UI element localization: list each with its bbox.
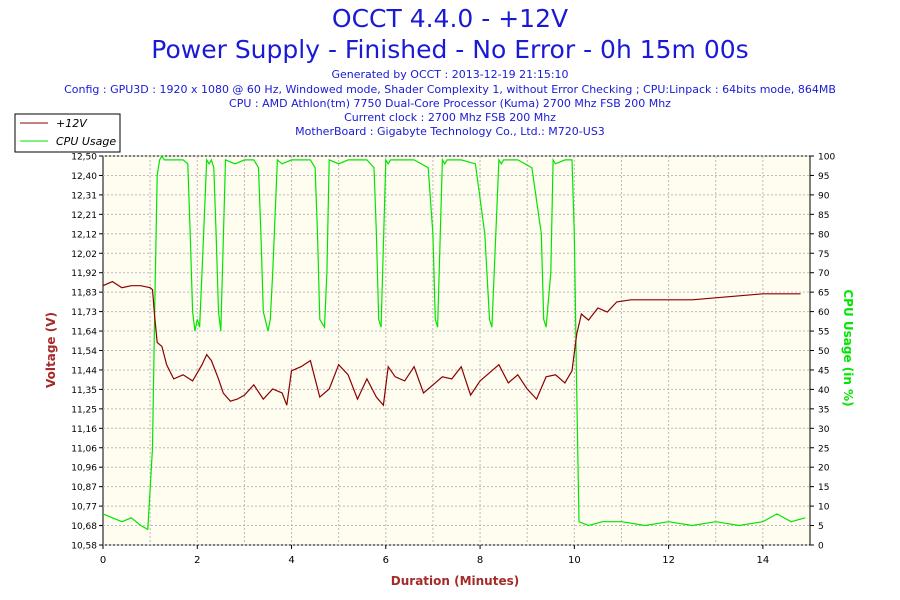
x-tick-label: 14 — [756, 555, 769, 566]
y-right-tick-label: 50 — [818, 347, 830, 357]
x-tick-label: 10 — [568, 555, 581, 566]
y-left-tick-label: 10,96 — [71, 464, 97, 474]
y-left-tick-label: 11,35 — [71, 386, 97, 396]
cpu-usage-series-line — [102, 154, 806, 531]
y-right-tick-label: 20 — [818, 464, 830, 474]
y-left-tick-label: 11,92 — [71, 269, 97, 279]
x-tick-label: 2 — [194, 555, 200, 566]
y-right-tick-label: 45 — [818, 366, 829, 376]
legend-label-cpu: CPU Usage — [56, 135, 116, 148]
y-right-tick-label: 0 — [818, 542, 824, 552]
x-tick-label: 0 — [100, 555, 106, 566]
y-right-tick-label: 80 — [818, 230, 830, 240]
y-right-tick-label: 75 — [818, 250, 829, 260]
legend-box — [14, 113, 121, 153]
x-axis-label: Duration (Minutes) — [391, 574, 519, 588]
y-right-tick-label: 40 — [818, 386, 830, 396]
y-right-tick-label: 70 — [818, 269, 830, 279]
y-right-tick-label: 65 — [818, 289, 829, 299]
y-left-tick-label: 10,77 — [71, 503, 97, 513]
y-left-tick-label: 11,16 — [71, 425, 97, 435]
x-tick-label: 4 — [288, 555, 294, 566]
motherboard-line: MotherBoard : Gigabyte Technology Co., L… — [295, 125, 605, 138]
generated-line: Generated by OCCT : 2013-12-19 21:15:10 — [331, 68, 569, 81]
y-left-tick-label: 12,21 — [71, 211, 97, 221]
y-left-axis-label: Voltage (V) — [44, 312, 58, 388]
config-line: Config : GPU3D : 1920 x 1080 @ 60 Hz, Wi… — [64, 83, 836, 96]
voltage-series-line — [102, 280, 801, 407]
y-left-tick-label: 12,31 — [71, 191, 97, 201]
y-right-tick-label: 25 — [818, 444, 829, 454]
legend: +12V CPU Usage — [14, 113, 121, 153]
chart-subtitle: Power Supply - Finished - No Error - 0h … — [151, 35, 749, 64]
x-tick-label: 12 — [662, 555, 675, 566]
y-left-tick-label: 10,68 — [71, 522, 97, 532]
y-right-tick-label: 100 — [818, 153, 835, 163]
y-right-tick-label: 5 — [818, 522, 824, 532]
y-left-tick-label: 11,54 — [71, 347, 97, 357]
axis-ticks: 10,58 10,68 10,77 10,87 10,96 11,06 11,16 11,25… — [71, 153, 835, 567]
y-left-tick-label: 12,02 — [71, 250, 97, 260]
y-left-tick-label: 11,25 — [71, 405, 97, 415]
y-left-tick-label: 11,06 — [71, 444, 97, 454]
chart-title: OCCT 4.4.0 - +12V — [331, 4, 569, 33]
y-right-tick-label: 15 — [818, 483, 829, 493]
y-right-tick-label: 10 — [818, 503, 830, 513]
y-left-tick-label: 11,73 — [71, 308, 97, 318]
y-right-tick-label: 30 — [818, 425, 830, 435]
grid-lines — [103, 155, 810, 546]
cpu-line: CPU : AMD Athlon(tm) 7750 Dual-Core Proc… — [229, 97, 671, 110]
y-right-tick-label: 35 — [818, 405, 829, 415]
y-left-tick-label: 11,83 — [71, 289, 97, 299]
y-left-tick-label: 11,44 — [71, 366, 97, 376]
y-right-tick-label: 55 — [818, 328, 829, 338]
clock-line: Current clock : 2700 Mhz FSB 200 Mhz — [344, 111, 556, 124]
x-tick-label: 6 — [383, 555, 389, 566]
y-left-tick-label: 10,87 — [71, 483, 97, 493]
y-left-tick-label: 11,64 — [71, 328, 97, 338]
x-tick-label: 8 — [477, 555, 483, 566]
y-right-axis-label: CPU Usage (in %) — [841, 289, 855, 406]
legend-label-voltage: +12V — [56, 117, 88, 130]
y-right-tick-label: 60 — [818, 308, 830, 318]
y-right-tick-label: 85 — [818, 211, 829, 221]
y-right-tick-label: 95 — [818, 172, 829, 182]
y-left-tick-label: 12,40 — [71, 172, 97, 182]
y-left-tick-label: 12,12 — [71, 230, 97, 240]
series-lines — [102, 154, 806, 531]
y-left-tick-label: 12,50 — [71, 153, 97, 163]
y-right-tick-label: 90 — [818, 191, 830, 201]
y-left-tick-label: 10,58 — [71, 542, 97, 552]
